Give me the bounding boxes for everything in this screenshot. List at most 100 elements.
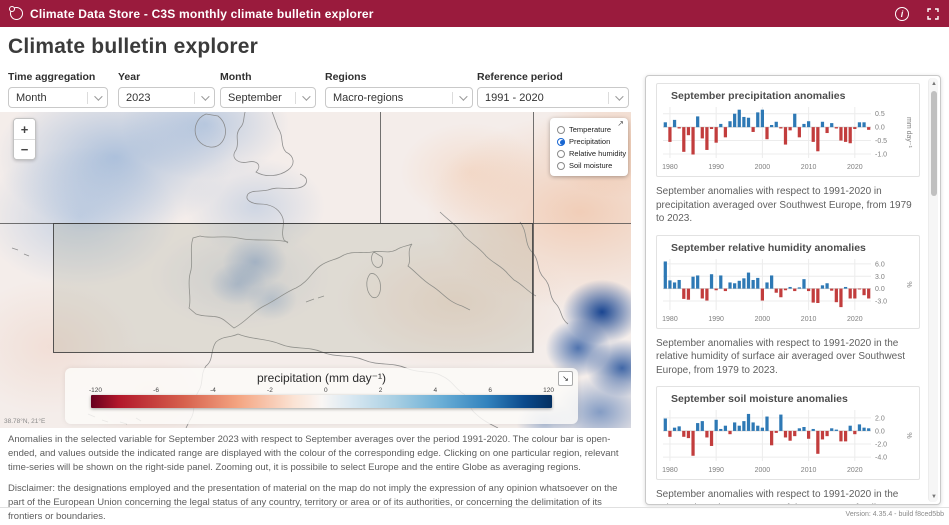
layer-radio-temperature[interactable]: Temperature xyxy=(557,125,622,134)
scroll-up-icon[interactable]: ▲ xyxy=(931,80,937,87)
radio-selected-icon xyxy=(557,137,565,146)
cursor-coordinates: 38.78°N, 21°E xyxy=(4,418,46,425)
svg-text:6.0: 6.0 xyxy=(875,261,885,268)
scrollbar-thumb[interactable] xyxy=(930,91,937,196)
note-anomalies: Anomalies in the selected variable for S… xyxy=(8,434,619,473)
zoom-out-button[interactable]: − xyxy=(14,139,35,159)
radio-icon xyxy=(557,161,565,170)
chevron-down-icon xyxy=(459,91,468,101)
svg-text:1990: 1990 xyxy=(708,467,724,474)
chart-title: September relative humidity anomalies xyxy=(671,241,866,254)
chart-caption: September anomalies with respect to 1991… xyxy=(656,489,899,504)
year-select[interactable]: 2023 xyxy=(118,87,215,108)
select-divider xyxy=(452,91,453,104)
page-title: Climate bulletin explorer xyxy=(8,35,259,58)
chart-card-precipitation: September precipitation anomalies 1980 19… xyxy=(656,83,920,177)
colorbar-title: precipitation (mm day⁻¹) xyxy=(256,371,387,385)
timeseries-panel: September precipitation anomalies 1980 19… xyxy=(645,75,941,505)
svg-text:2010: 2010 xyxy=(801,316,817,323)
zoom-in-button[interactable]: + xyxy=(14,119,35,139)
layer-radio-precipitation[interactable]: Precipitation xyxy=(557,137,622,146)
filter-month: Month September xyxy=(220,71,316,108)
map-zoom-control: + − xyxy=(13,118,36,160)
precipitation-anomaly-chart[interactable]: 1980 1990 2000 2010 2020 0.5 0.0 -0.5 -1.0 mm day… xyxy=(659,102,917,174)
svg-text:%: % xyxy=(905,281,912,287)
chart-caption: September anomalies with respect to 1991… xyxy=(656,337,906,376)
svg-text:2010: 2010 xyxy=(801,467,817,474)
svg-text:0.0: 0.0 xyxy=(875,286,885,293)
time-aggregation-value: Month xyxy=(16,91,47,104)
svg-text:1980: 1980 xyxy=(662,316,678,323)
selected-region-southwest-europe[interactable] xyxy=(53,223,533,353)
month-select[interactable]: September xyxy=(220,87,316,108)
chevron-down-icon xyxy=(615,91,624,101)
version-label: Version: 4.35.4 - build f8ced5bb xyxy=(845,511,944,518)
filter-reference-period: Reference period 1991 - 2020 xyxy=(477,71,629,108)
colorbar-legend: precipitation (mm day⁻¹) -120 -6 -4 -2 0… xyxy=(65,368,578,424)
chevron-down-icon xyxy=(201,91,210,101)
select-divider xyxy=(608,91,609,104)
svg-text:1980: 1980 xyxy=(662,164,678,171)
svg-text:-3.0: -3.0 xyxy=(875,298,887,305)
filter-label: Reference period xyxy=(477,71,563,83)
svg-text:2.0: 2.0 xyxy=(875,415,885,422)
app-header: Climate Data Store - C3S monthly climate… xyxy=(0,0,949,27)
anomaly-map[interactable]: + − ↗ Temperature Precipitation Relative… xyxy=(0,112,631,428)
soil-moisture-anomaly-chart[interactable]: 1980 1990 2000 2010 2020 2.0 0.0 -2.0 -4.0% xyxy=(659,405,917,477)
reference-period-value: 1991 - 2020 xyxy=(485,91,544,104)
svg-text:3.0: 3.0 xyxy=(875,273,885,280)
svg-text:0.0: 0.0 xyxy=(875,428,885,435)
svg-text:2020: 2020 xyxy=(847,164,863,171)
chart-title: September soil moisture anomalies xyxy=(671,393,848,405)
svg-text:mm day⁻¹: mm day⁻¹ xyxy=(905,117,912,149)
layer-panel-expand-icon[interactable]: ↗ xyxy=(617,119,624,128)
fullscreen-icon[interactable] xyxy=(927,7,939,20)
filter-year: Year 2023 xyxy=(118,71,215,108)
time-aggregation-select[interactable]: Month xyxy=(8,87,108,108)
svg-text:-2.0: -2.0 xyxy=(875,442,887,449)
radio-icon xyxy=(557,125,565,134)
chart-title: September precipitation anomalies xyxy=(671,90,846,102)
colorbar-expand-icon[interactable]: ↘ xyxy=(558,371,573,386)
scroll-down-icon[interactable]: ▼ xyxy=(931,493,937,500)
relative-humidity-anomaly-chart[interactable]: 1980 1990 2000 2010 2020 6.0 3.0 0.0 -3.0% xyxy=(659,254,917,326)
filter-label: Regions xyxy=(325,71,367,83)
layer-selector-panel: ↗ Temperature Precipitation Relative hum… xyxy=(550,118,628,176)
svg-text:-1.0: -1.0 xyxy=(875,151,887,158)
svg-text:%: % xyxy=(905,432,912,438)
header-brand-link[interactable]: Climate Data Store - C3S monthly climate… xyxy=(9,6,374,21)
svg-text:2020: 2020 xyxy=(847,316,863,323)
chevron-down-icon xyxy=(302,91,311,101)
filter-time-aggregation: Time aggregation Month xyxy=(8,71,108,108)
info-icon[interactable]: i xyxy=(895,6,909,21)
chart-card-relative-humidity: September relative humidity anomalies 19… xyxy=(656,234,920,329)
layer-radio-soil-moisture[interactable]: Soil moisture xyxy=(557,161,622,170)
svg-text:2020: 2020 xyxy=(847,467,863,474)
select-divider xyxy=(295,91,296,104)
regions-select[interactable]: Macro-regions xyxy=(325,87,473,108)
layer-radio-relative-humidity[interactable]: Relative humidity xyxy=(557,149,626,158)
map-notes: Anomalies in the selected variable for S… xyxy=(8,433,633,525)
copernicus-logo-icon xyxy=(9,6,23,20)
regions-value: Macro-regions xyxy=(333,91,404,104)
filter-label: Month xyxy=(220,71,252,83)
select-divider xyxy=(87,91,88,104)
colorbar-gradient xyxy=(91,395,552,408)
macro-region-divider-vertical-2 xyxy=(533,112,534,353)
svg-text:0.5: 0.5 xyxy=(875,111,885,118)
reference-period-select[interactable]: 1991 - 2020 xyxy=(477,87,629,108)
month-value: September xyxy=(228,91,282,104)
svg-text:1990: 1990 xyxy=(708,164,724,171)
svg-text:2000: 2000 xyxy=(755,467,771,474)
panel-scrollbar[interactable]: ▲ ▼ xyxy=(928,78,938,502)
svg-text:2000: 2000 xyxy=(755,164,771,171)
filter-regions: Regions Macro-regions xyxy=(325,71,473,108)
radio-icon xyxy=(557,149,565,158)
year-value: 2023 xyxy=(126,91,151,104)
select-divider xyxy=(194,91,195,104)
svg-text:2000: 2000 xyxy=(755,316,771,323)
colorbar-ticks: -120 -6 -4 -2 0 2 4 6 120 xyxy=(89,387,554,394)
svg-text:1980: 1980 xyxy=(662,467,678,474)
svg-text:1990: 1990 xyxy=(708,316,724,323)
